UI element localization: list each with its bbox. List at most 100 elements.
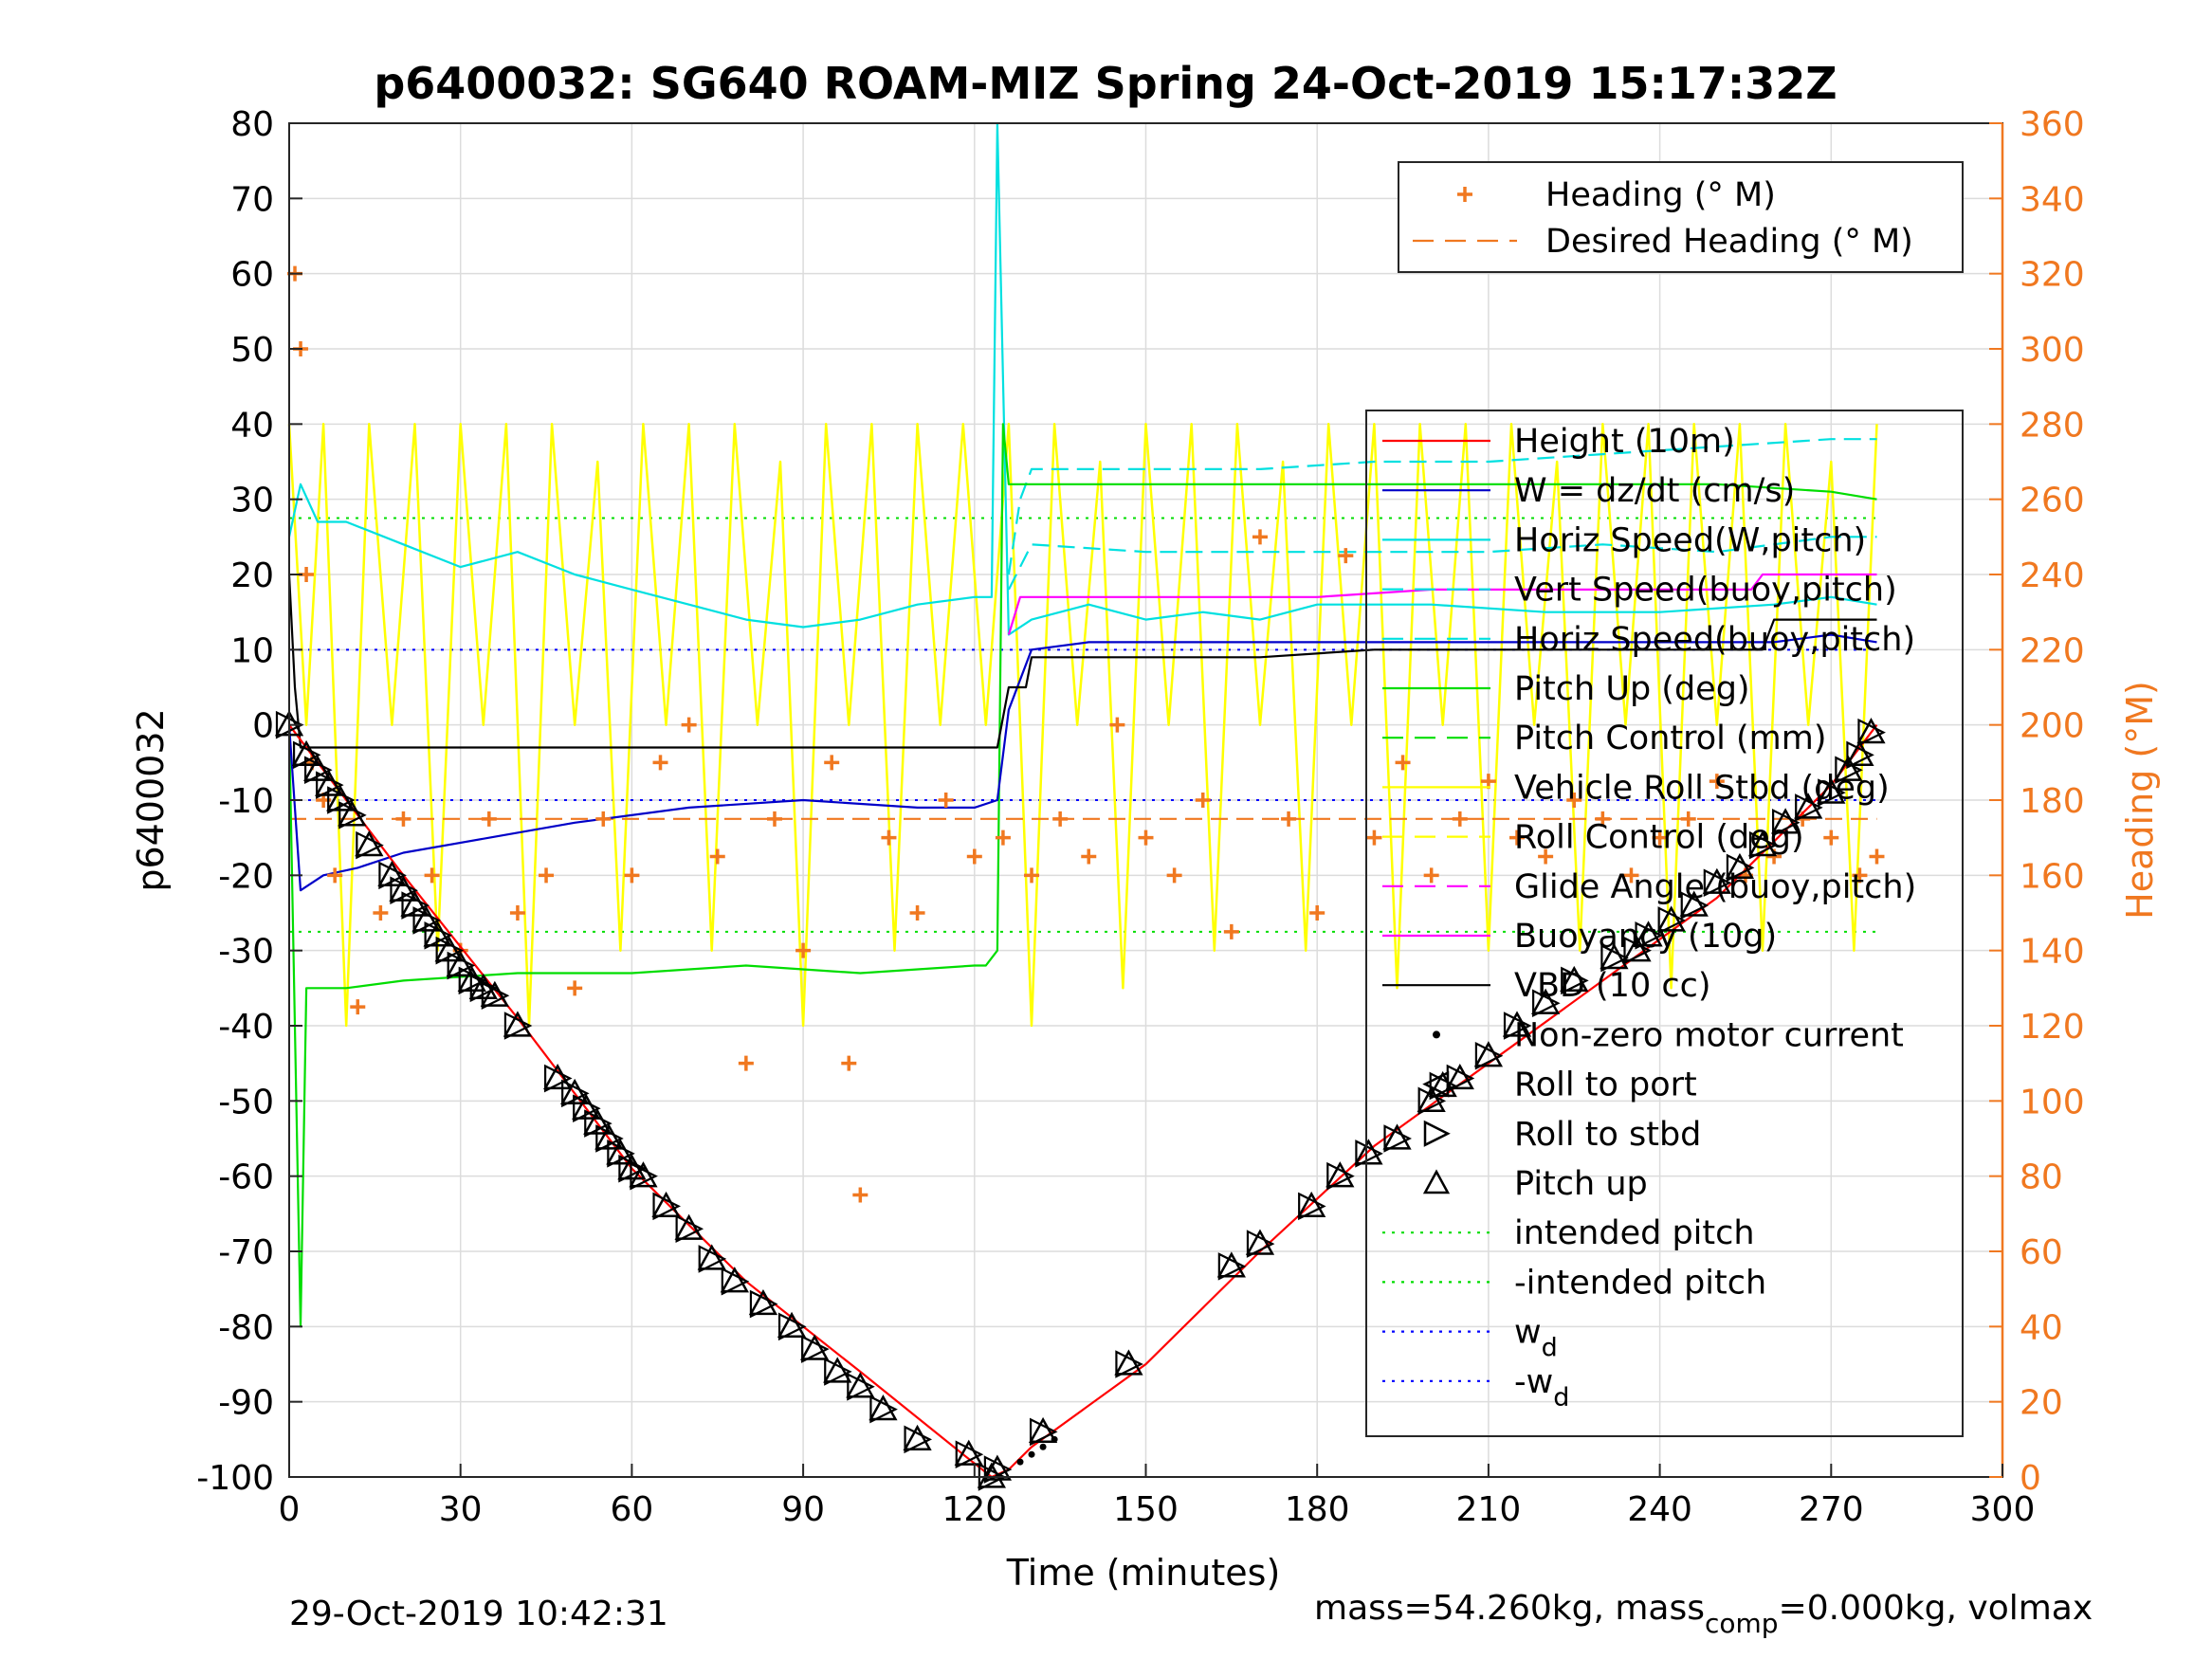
y-tick-label-right: 120 xyxy=(2020,1008,2085,1047)
heading-point xyxy=(1052,811,1069,827)
roll-marker xyxy=(1846,740,1874,770)
y-tick-label-left: -30 xyxy=(218,933,274,972)
heading-point xyxy=(995,830,1011,846)
roll-marker xyxy=(847,1373,875,1401)
y-tick-label-left: -40 xyxy=(218,1008,274,1047)
footer-timestamp: 29-Oct-2019 10:42:31 xyxy=(289,1595,668,1633)
y-tick-label-right: 140 xyxy=(2020,933,2085,972)
heading-point xyxy=(509,905,525,921)
pitch-up-marker xyxy=(954,1439,983,1466)
roll-marker xyxy=(777,1312,807,1341)
pitch-up-marker xyxy=(1325,1161,1355,1188)
legend-label: Horiz Speed(W,pitch) xyxy=(1514,521,1866,559)
heading-point xyxy=(1166,867,1182,884)
y-tick-label-left: -100 xyxy=(196,1459,274,1498)
roll-marker xyxy=(1383,1124,1412,1153)
roll-marker xyxy=(1795,793,1823,822)
roll-marker xyxy=(675,1214,704,1243)
heading-point xyxy=(1538,848,1554,865)
legend-label: Vert Speed(buoy,pitch) xyxy=(1514,572,1897,610)
legend-label: Glide Angle (buoy,pitch) xyxy=(1514,868,1916,906)
series-line xyxy=(287,633,1877,892)
pitch-up-marker xyxy=(1770,808,1801,834)
pitch-up-marker xyxy=(1725,852,1755,880)
roll-marker xyxy=(721,1267,750,1296)
pitch-up-marker xyxy=(903,1424,932,1450)
pitch-up-marker xyxy=(1216,1251,1246,1278)
pitch-up-marker xyxy=(1473,1041,1504,1067)
x-axis-label: Time (minutes) xyxy=(1006,1552,1281,1594)
legend-label-main: -w xyxy=(1514,1363,1553,1401)
x-tick-label: 120 xyxy=(941,1490,1007,1529)
y-axis-label-left: p6400032 xyxy=(130,708,172,891)
roll-marker xyxy=(1772,809,1801,837)
series-line xyxy=(287,423,1878,1028)
legend-swatch xyxy=(1422,1070,1450,1098)
pitch-up-marker xyxy=(868,1395,898,1421)
axis-ticks: 0 30 60 90 120 150 180 210 240 270 300807060504030… xyxy=(196,105,2084,1529)
y-tick-label-right: 100 xyxy=(2020,1083,2085,1121)
heading-point xyxy=(1823,830,1839,846)
legend-label: W = dz/dt (cm/s) xyxy=(1514,472,1795,510)
y-tick-label-left: 10 xyxy=(230,631,274,670)
roll-marker xyxy=(1217,1252,1247,1281)
heading-point xyxy=(966,848,982,865)
y-tick-label-right: 220 xyxy=(2020,631,2085,670)
heading-point xyxy=(881,830,897,846)
heading-point xyxy=(1652,830,1668,846)
heading-point xyxy=(395,811,411,827)
heading-point xyxy=(1423,867,1439,884)
pitch-up-marker xyxy=(1560,965,1589,993)
y-tick-label-left: -20 xyxy=(218,857,274,896)
pitch-up-marker xyxy=(1834,755,1863,781)
heading-point xyxy=(1566,793,1582,808)
heading-point xyxy=(567,980,583,996)
pitch-up-marker xyxy=(1531,988,1561,1014)
legend-label: intended pitch xyxy=(1514,1214,1755,1252)
roll-marker xyxy=(1029,1417,1058,1447)
legend-label-main: VBD (10 cc) xyxy=(1514,967,1711,1005)
pitch-up-marker xyxy=(1502,1011,1532,1037)
heading-point xyxy=(766,811,782,827)
roll-marker xyxy=(983,1455,1013,1484)
legend-label: Vehicle Roll Stbd (deg) xyxy=(1514,769,1890,807)
footer-mass-main: mass=54.260kg, mass xyxy=(1314,1589,1705,1628)
heading-point xyxy=(852,1187,868,1203)
pitch-up-marker xyxy=(674,1213,704,1240)
series-line xyxy=(287,121,1877,636)
legend-item: Horiz Speed(W,pitch) xyxy=(1382,521,1866,559)
pitch-up-marker xyxy=(1245,1229,1275,1255)
legend-item: -intended pitch xyxy=(1382,1264,1766,1302)
roll-marker xyxy=(1246,1230,1275,1258)
series-line xyxy=(287,423,1877,1328)
roll-marker xyxy=(698,1245,727,1273)
legend-label: wd xyxy=(1514,1314,1558,1363)
y-tick-label-right: 80 xyxy=(2020,1158,2063,1197)
heading-point xyxy=(481,811,497,827)
heading-point xyxy=(1852,867,1868,884)
roll-marker xyxy=(1600,943,1629,973)
legend-heading: Heading (° M) Desired Heading (° M) xyxy=(1398,161,1964,273)
y-tick-label-right: 0 xyxy=(2020,1459,2041,1498)
heading-point xyxy=(1623,867,1639,884)
pitch-up-marker xyxy=(1679,890,1709,917)
pitch-up-marker xyxy=(1702,867,1731,894)
motor-current-point xyxy=(1028,1450,1035,1458)
roll-marker xyxy=(1818,778,1846,807)
legend-item: Horiz Speed(buoy,pitch) xyxy=(1382,621,1915,659)
pitch-up-marker xyxy=(846,1372,875,1398)
legend-heading-box xyxy=(1398,161,1964,273)
legend-label-main: Glide Angle (buoy,pitch) xyxy=(1514,868,1916,906)
heading-point xyxy=(595,811,612,827)
pitch-up-marker xyxy=(1747,830,1778,857)
legend-item: Heading (° M) xyxy=(1457,176,1776,214)
roll-marker xyxy=(543,1064,573,1093)
pitch-up-marker xyxy=(800,1334,830,1360)
legend-item: Pitch Control (mm) xyxy=(1382,720,1826,757)
legend-label: Horiz Speed(buoy,pitch) xyxy=(1514,621,1915,659)
y-tick-label-left: 50 xyxy=(230,331,274,370)
heading-point xyxy=(1509,830,1526,846)
roll-marker xyxy=(1474,1041,1504,1070)
legend-label-main: Non-zero motor current xyxy=(1514,1016,1904,1054)
roll-marker xyxy=(1726,853,1755,883)
